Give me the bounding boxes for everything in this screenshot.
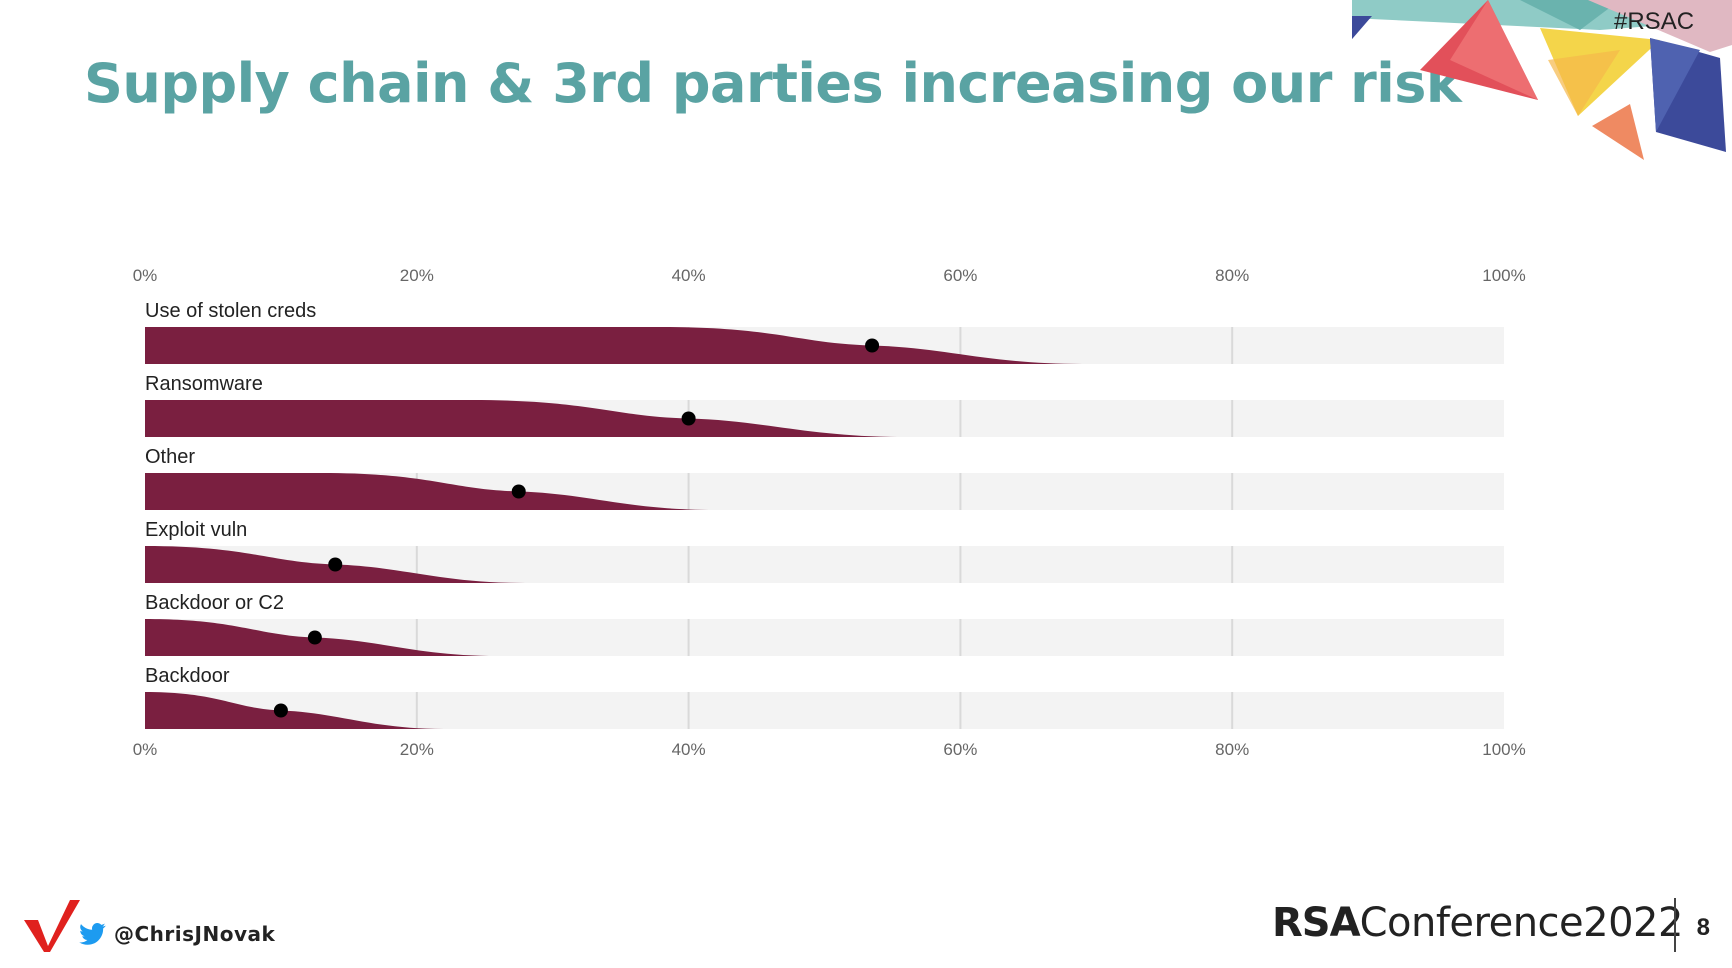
value-marker (681, 411, 696, 426)
value-marker (273, 703, 288, 718)
value-marker (307, 630, 322, 645)
x-tick-label-top-3: 60% (943, 266, 977, 285)
bar-track (145, 692, 1504, 729)
brand-conference: Conference2022 (1359, 900, 1684, 946)
bar-other (145, 473, 716, 510)
rsa-conference-logo: RSAConference2022 (1272, 900, 1683, 946)
category-label: Ransomware (145, 373, 263, 395)
x-tick-label-bottom-0: 0% (133, 740, 158, 759)
x-tick-label-top-4: 80% (1215, 266, 1249, 285)
category-label: Other (145, 446, 195, 468)
value-marker (865, 338, 880, 353)
bar-backdoor (145, 692, 444, 729)
value-marker (511, 484, 526, 499)
page-number: 8 (1696, 914, 1710, 941)
category-label: Backdoor (145, 665, 230, 687)
x-tick-label-bottom-2: 40% (672, 740, 706, 759)
x-tick-label-bottom-3: 60% (943, 740, 977, 759)
category-label: Exploit vuln (145, 519, 247, 541)
bar-use-of-stolen-creds (145, 327, 1083, 364)
bar-backdoor-or-c2 (145, 619, 499, 656)
hashtag-label: #RSAC (1614, 8, 1695, 35)
x-tick-label-bottom-4: 80% (1215, 740, 1249, 759)
x-tick-label-top-5: 100% (1482, 266, 1525, 285)
brand-rsa: RSA (1272, 900, 1361, 946)
twitter-handle: @ChrisJNovak (114, 922, 276, 946)
x-tick-label-bottom-5: 100% (1482, 740, 1525, 759)
bar-ransomware (145, 400, 907, 437)
category-label: Use of stolen creds (145, 300, 316, 322)
x-tick-label-top-1: 20% (400, 266, 434, 285)
footer-divider (1674, 898, 1676, 952)
x-tick-label-bottom-1: 20% (400, 740, 434, 759)
category-label: Backdoor or C2 (145, 592, 284, 614)
corner-decoration (1352, 0, 1732, 160)
x-tick-label-top-2: 40% (672, 266, 706, 285)
value-marker (328, 557, 343, 572)
verizon-check-icon (24, 900, 80, 952)
slide-title: Supply chain & 3rd parties increasing ou… (84, 52, 1462, 115)
twitter-bird-icon (79, 923, 106, 945)
x-tick-label-top-0: 0% (133, 266, 158, 285)
footer-logos (24, 900, 106, 952)
